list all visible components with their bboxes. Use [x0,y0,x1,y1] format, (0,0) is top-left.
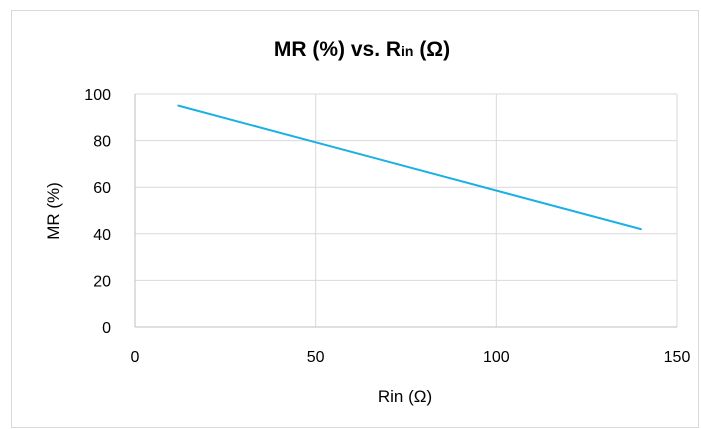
chart-title-tail: (Ω) [413,38,450,61]
series-line [177,104,642,231]
chart-frame [11,10,699,428]
series-group [177,104,642,231]
chart-title-main: MR (%) vs. R [274,38,401,61]
chart-title-subscript: in [401,43,413,59]
x-tick-labels: 0 50 100 150 [131,349,691,366]
x-tick-label: 0 [131,349,140,366]
y-tick-label: 20 [93,273,111,290]
y-tick-label: 0 [102,320,111,337]
y-tick-labels: 0 20 40 60 80 100 [84,87,111,337]
y-tick-label: 60 [93,180,111,197]
x-axis-title: Rin (Ω) [378,387,432,406]
chart-title: MR (%) vs. Rin (Ω) [274,38,450,61]
y-tick-label: 100 [84,87,111,104]
y-tick-label: 40 [93,227,111,244]
x-tick-label: 150 [664,349,691,366]
y-tick-label: 80 [93,134,111,151]
x-tick-label: 50 [307,349,325,366]
x-tick-label: 100 [483,349,510,366]
y-axis-title: MR (%) [44,182,63,240]
gridlines [135,93,678,327]
axes [134,94,677,328]
